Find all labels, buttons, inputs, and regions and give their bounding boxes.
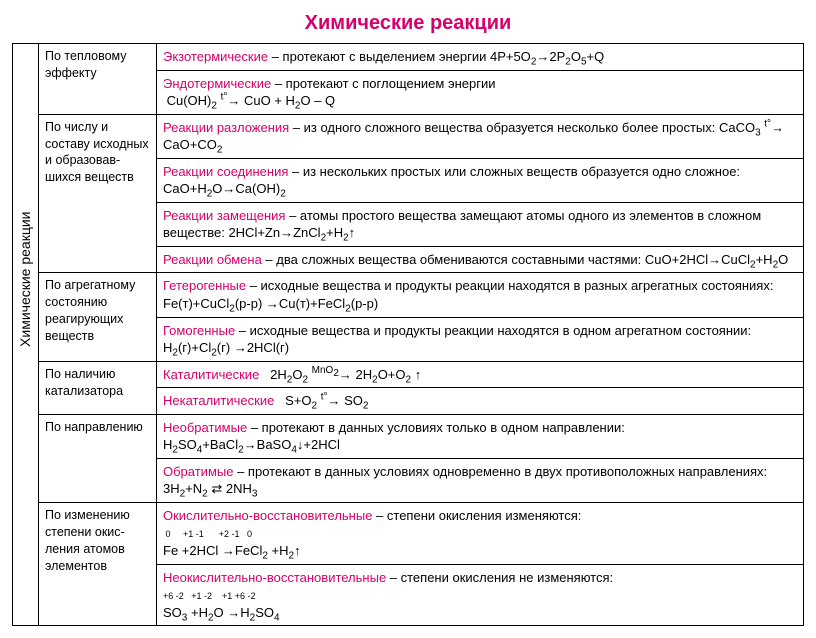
definition-cell: Необратимые – протекают в данных условия…	[157, 414, 804, 458]
definition-text: 2H2O2 MnO2→ 2H2O+O2 ↑	[259, 367, 421, 382]
definition-text: S+O2 t°→ SO2	[274, 393, 368, 408]
term: Обратимые	[163, 464, 233, 479]
definition-cell: Окислительно-восстановительные – степени…	[157, 502, 804, 564]
definition-cell: Гомогенные – исходные вещества и продукт…	[157, 317, 804, 361]
definition-cell: Реакции замещения – атомы простого вещес…	[157, 202, 804, 246]
definition-cell: Неокислительно-восстановительные – степе…	[157, 564, 804, 626]
term: Гомогенные	[163, 323, 235, 338]
term: Гетерогенные	[163, 278, 246, 293]
definition-text: – два сложных вещества обмениваются сост…	[262, 252, 788, 267]
definition-text: – исходные вещества и продукты реакции н…	[163, 323, 751, 356]
definition-cell: Эндотермические – протекают с поглощение…	[157, 70, 804, 114]
term: Эндотермические	[163, 76, 271, 91]
definition-cell: Реакции разложения – из одного сложного …	[157, 114, 804, 158]
term: Экзотермические	[163, 49, 268, 64]
term: Некаталитические	[163, 393, 274, 408]
term: Неокислительно-восстановительные	[163, 570, 386, 585]
vertical-label: Химические реакции	[13, 44, 39, 626]
category-label: По тепловому эффекту	[39, 44, 157, 115]
definition-cell: Обратимые – протекают в данных условиях …	[157, 458, 804, 502]
category-label: По агрегатно­му состоянию реагирующих ве…	[39, 273, 157, 361]
reactions-table: Химические реакцииПо тепловому эффектуЭк…	[12, 43, 804, 626]
definition-cell: Гетерогенные – исходные вещества и проду…	[157, 273, 804, 317]
definition-cell: Реакции обмена – два сложных вещества об…	[157, 246, 804, 273]
definition-cell: Реакции соединения – из нескольких прост…	[157, 158, 804, 202]
category-label: По направлению	[39, 414, 157, 502]
definition-cell: Некаталитические S+O2 t°→ SO2	[157, 388, 804, 415]
term: Окислительно-восстановительные	[163, 508, 372, 523]
term: Необратимые	[163, 420, 247, 435]
term: Реакции замещения	[163, 208, 285, 223]
term: Реакции соединения	[163, 164, 288, 179]
term: Реакции обмена	[163, 252, 262, 267]
definition-cell: Каталитические 2H2O2 MnO2→ 2H2O+O2 ↑	[157, 361, 804, 388]
category-label: По наличию катализатора	[39, 361, 157, 414]
term: Реакции разложения	[163, 120, 289, 135]
category-label: По изменению степени окис­ления атомов э…	[39, 502, 157, 625]
definition-text: – исходные вещества и продукты реакции н…	[163, 278, 773, 311]
definition-text: – протекают с выделением энергии 4P+5O2→…	[268, 49, 604, 64]
definition-text: – протекают в данных условиях одновремен…	[163, 464, 767, 497]
category-label: По числу и составу исходных и образовав­…	[39, 114, 157, 273]
definition-cell: Экзотермические – протекают с выделением…	[157, 44, 804, 71]
term: Каталитические	[163, 367, 259, 382]
page-title: Химические реакции	[12, 12, 804, 35]
